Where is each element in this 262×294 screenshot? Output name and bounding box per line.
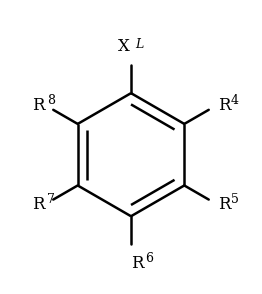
Text: 8: 8 xyxy=(47,94,55,107)
Text: 4: 4 xyxy=(231,94,239,107)
Text: R: R xyxy=(131,255,144,272)
Text: R: R xyxy=(218,196,230,213)
Text: 7: 7 xyxy=(47,193,55,206)
Text: 6: 6 xyxy=(145,252,153,265)
Text: X: X xyxy=(118,38,130,55)
Text: R: R xyxy=(218,97,230,114)
Text: 5: 5 xyxy=(231,193,238,206)
Text: R: R xyxy=(32,97,44,114)
Text: L: L xyxy=(135,38,143,51)
Text: R: R xyxy=(32,196,44,213)
